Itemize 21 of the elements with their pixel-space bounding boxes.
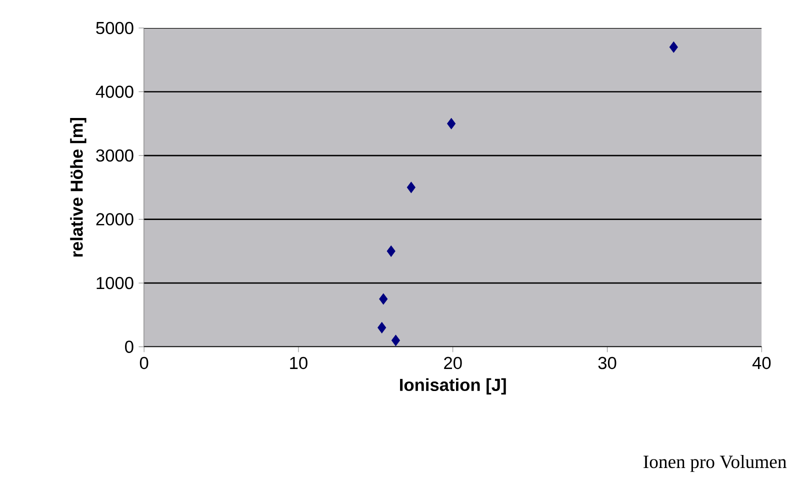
text: Ionen pro Volumen	[644, 455, 786, 472]
x-tick-label: 40	[752, 357, 771, 370]
x-tick-label: 20	[444, 357, 462, 370]
point	[391, 335, 400, 346]
y-tick-label: 0	[125, 340, 134, 354]
x-tick-label: 0	[140, 357, 148, 370]
x-axis-title: Ionisation [J]	[400, 378, 506, 395]
y-tick-label: 3000	[96, 150, 134, 162]
point	[406, 182, 416, 194]
point	[447, 118, 456, 130]
point	[386, 246, 396, 258]
x-tick-label: 30	[598, 357, 616, 370]
x-tick-label: 10	[290, 357, 308, 370]
y-tick-label: 2000	[96, 213, 134, 226]
point	[378, 322, 386, 334]
y-tick-label: 4000	[96, 86, 134, 98]
y-tick-label: 1000	[96, 277, 134, 290]
y-axis-title: relative Höhe [m]	[70, 118, 86, 257]
point	[669, 42, 678, 53]
y-tick-label: 5000	[96, 22, 134, 34]
point	[379, 294, 388, 305]
